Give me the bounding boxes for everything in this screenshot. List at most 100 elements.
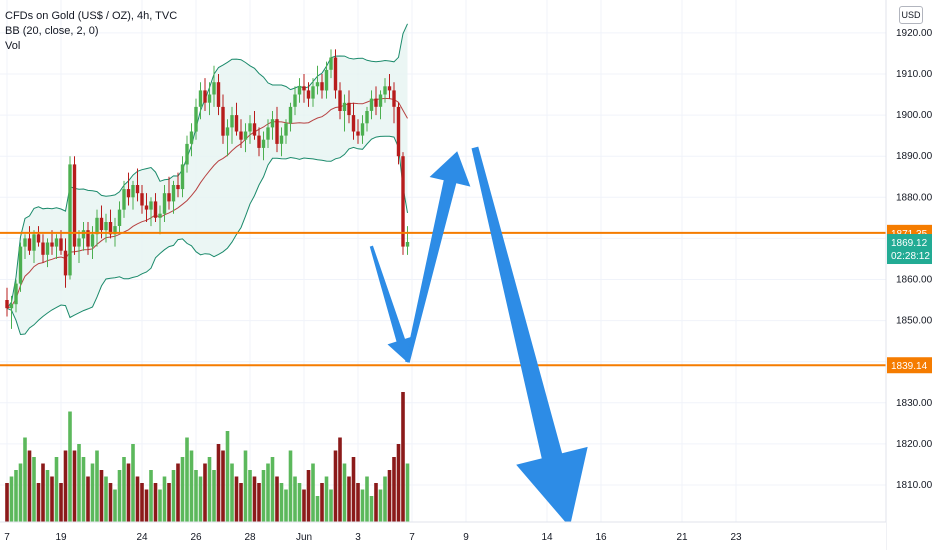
forecast-arrows[interactable] (369, 146, 588, 528)
volume-bar (180, 457, 185, 522)
x-tick-label: 7 (4, 532, 10, 543)
legend-vol[interactable]: Vol (5, 40, 21, 52)
candle (45, 238, 50, 268)
volume-bar (68, 411, 72, 522)
candle-body (266, 127, 270, 140)
candle-body (351, 115, 356, 132)
candle (270, 110, 275, 140)
bb-fill (7, 23, 408, 335)
candle-body (194, 106, 198, 132)
candle-body (216, 82, 221, 107)
candle-body (284, 123, 288, 136)
currency-button[interactable]: USD (899, 6, 923, 24)
candle (311, 78, 315, 107)
volume-bar (216, 444, 221, 522)
candle (23, 234, 27, 259)
x-tick-label: Jun (296, 532, 312, 543)
volume-bar (302, 489, 306, 522)
candle-body (203, 90, 207, 103)
candle-body (221, 106, 225, 136)
candle-body (347, 102, 351, 116)
candle (18, 242, 23, 292)
volume-bar (405, 463, 410, 522)
candle-body (122, 189, 126, 210)
candle-body (396, 106, 401, 157)
candle-body (167, 193, 171, 202)
candle (104, 213, 108, 243)
volume-bar (189, 450, 194, 522)
candle-body (369, 98, 374, 111)
candle (72, 156, 77, 255)
volume-bar (401, 392, 405, 522)
volume-bar (306, 470, 311, 522)
volume-bar (356, 483, 360, 522)
volume-bar (315, 496, 320, 522)
candle-body (234, 115, 239, 132)
candle (167, 176, 171, 210)
volume-bar (248, 470, 252, 522)
volume-bar (126, 463, 131, 522)
volume-bar (311, 463, 315, 522)
candle (306, 82, 311, 107)
volume-bar (365, 476, 369, 522)
candle-body (54, 238, 59, 247)
horizontal-line-label: 1839.14 (891, 361, 928, 372)
y-tick-label: 1880.00 (896, 192, 932, 203)
candle-body (140, 193, 144, 206)
x-tick-label: 28 (244, 532, 256, 543)
candle (140, 184, 144, 214)
legend-bb[interactable]: BB (20, close, 2, 0) (5, 25, 99, 37)
forecast-arrow (471, 146, 588, 528)
candle (216, 73, 221, 116)
volume-bar (117, 470, 122, 522)
volume-bar (86, 476, 90, 522)
candle (234, 102, 239, 136)
volume-bar (207, 457, 212, 522)
volume-bar (54, 457, 59, 522)
candle-body (212, 82, 216, 95)
candle-body (360, 123, 365, 136)
candle-body (306, 90, 311, 99)
candle-body (374, 98, 378, 107)
y-tick-label: 1860.00 (896, 274, 932, 285)
volume-bar (27, 450, 32, 522)
candle-body (171, 185, 176, 202)
candle (302, 73, 306, 103)
volume-bar (104, 476, 108, 522)
candle (243, 123, 248, 153)
volume-bar (261, 470, 266, 522)
y-tick-label: 1910.00 (896, 69, 932, 80)
candle-body (77, 238, 81, 247)
candle-body (315, 82, 320, 87)
volume-bar (23, 437, 27, 522)
volume-bar (41, 463, 45, 522)
candle (329, 49, 333, 79)
candle (158, 205, 162, 235)
candle (275, 106, 279, 153)
candle (324, 61, 329, 99)
candle (171, 180, 176, 214)
candle-body (158, 213, 162, 218)
last-price-label-bg (887, 234, 932, 265)
candle (320, 73, 324, 99)
candle-body (9, 304, 14, 309)
volume-bar (369, 496, 374, 522)
volume-bar (59, 483, 63, 522)
volume-bar (18, 463, 23, 522)
candle-body (23, 238, 27, 247)
legend-symbol[interactable]: CFDs on Gold (US$ / OZ), 4h, TVC (5, 10, 178, 22)
volume-bar (284, 489, 288, 522)
volume-bar (329, 489, 333, 522)
horizontal-line-label-bg (887, 357, 932, 374)
y-tick-label: 1850.00 (896, 316, 932, 327)
volume-bar (239, 483, 243, 522)
candle-body (302, 86, 306, 91)
candles (5, 49, 410, 329)
volume-bar (140, 483, 144, 522)
candle-body (329, 57, 333, 70)
candle-body (311, 86, 315, 99)
volume-bar (396, 444, 401, 522)
candle-body (320, 82, 324, 91)
candle-body (72, 164, 77, 247)
